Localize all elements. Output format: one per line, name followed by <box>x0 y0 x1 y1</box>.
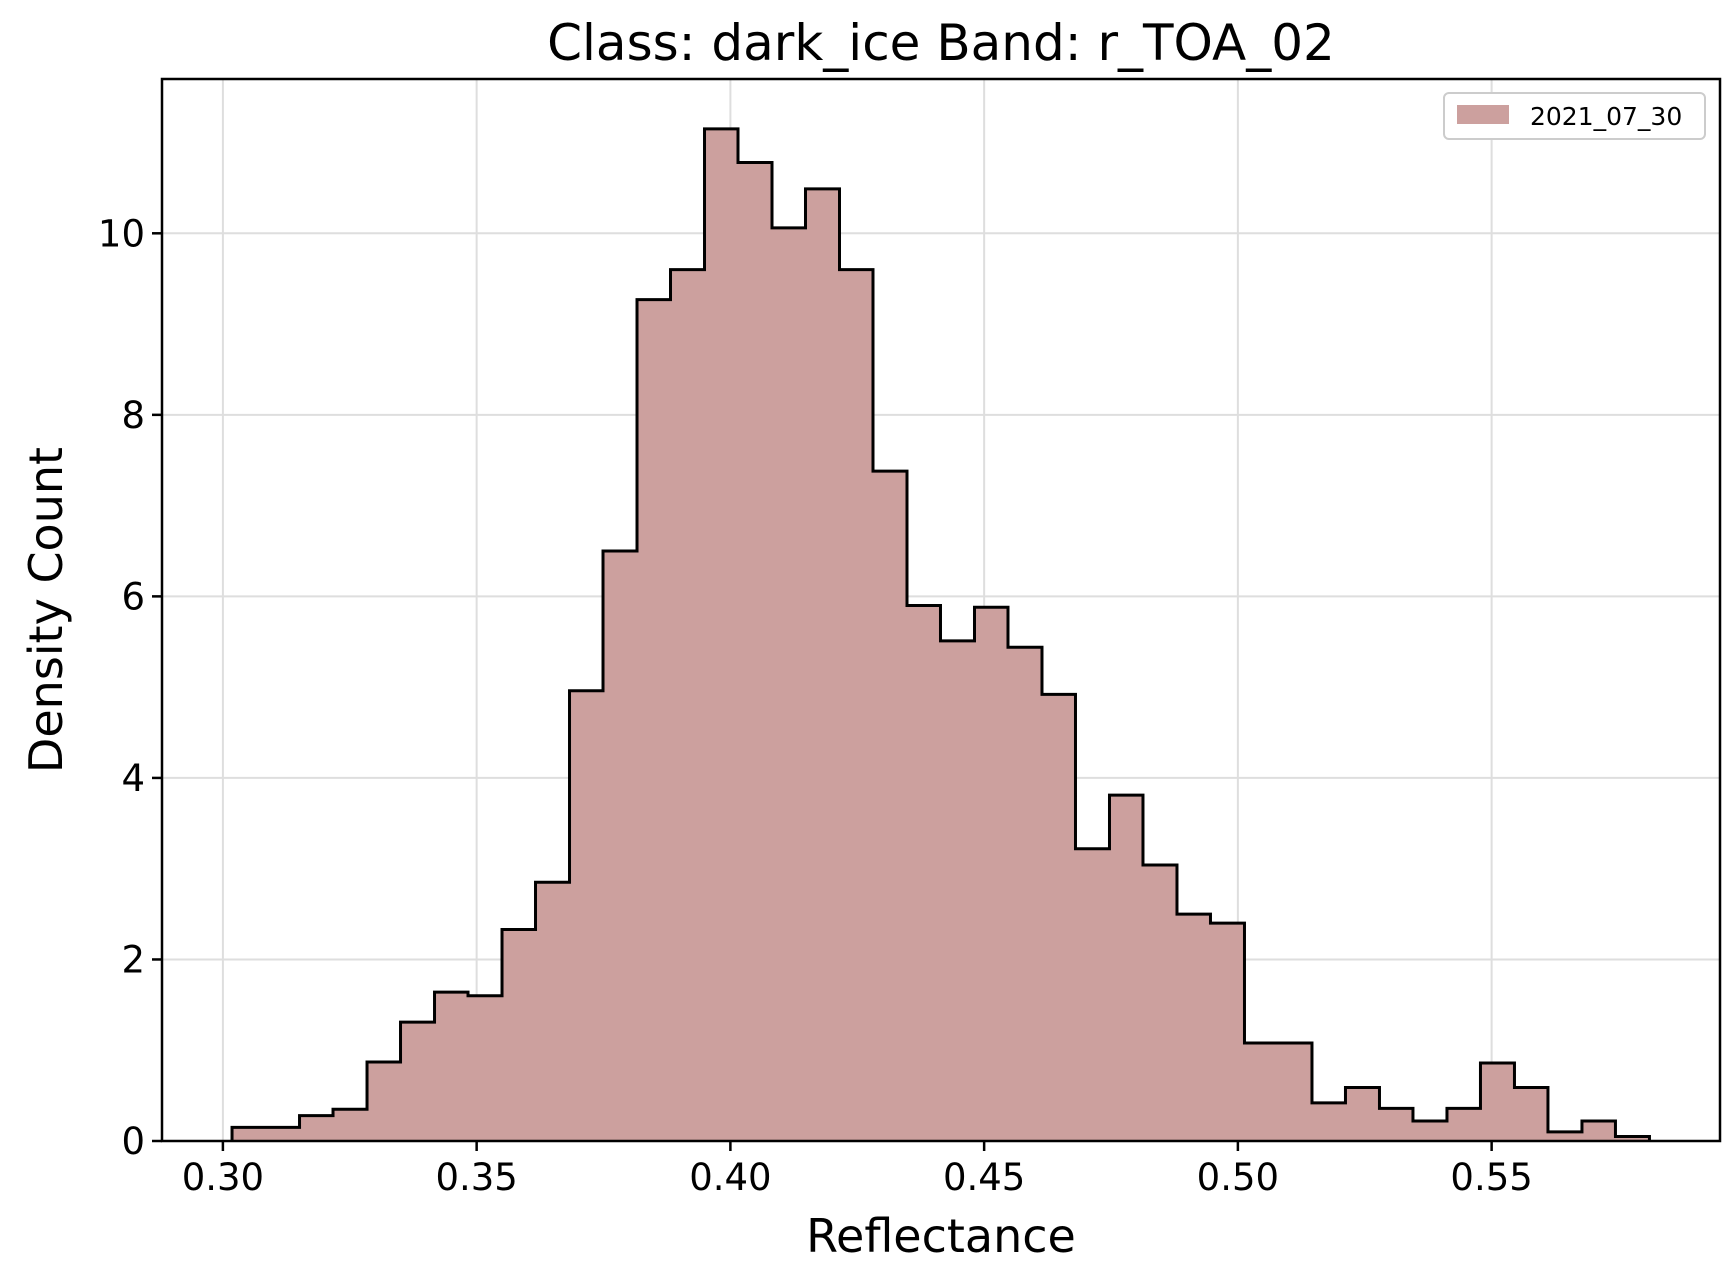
histogram-bar <box>367 1062 402 1141</box>
histogram-bar <box>1311 1102 1346 1141</box>
histogram-bar <box>434 992 469 1141</box>
x-axis-ticks: 0.30 0.35 0.40 0.45 0.50 0.55 <box>182 1141 1533 1199</box>
histogram-bar <box>1142 865 1178 1141</box>
histogram-bar <box>502 929 537 1141</box>
histogram-bar <box>1480 1062 1515 1141</box>
histogram-bar <box>704 128 739 1141</box>
histogram-bar <box>940 640 975 1141</box>
histogram-bar <box>872 471 908 1142</box>
y-tick-label: 8 <box>121 394 145 437</box>
histogram-bar <box>1412 1121 1448 1141</box>
histogram-bar <box>1075 848 1110 1141</box>
histogram-bar <box>1581 1121 1616 1141</box>
legend-frame <box>1443 92 1706 140</box>
x-tick-label: 0.50 <box>1197 1156 1279 1199</box>
histogram-bar <box>1210 923 1245 1141</box>
histogram-bar <box>1345 1087 1380 1141</box>
x-axis-label: Reflectance <box>806 1209 1076 1263</box>
histogram-bar <box>569 690 604 1141</box>
y-tick-label: 2 <box>121 938 145 981</box>
histogram-bar <box>1379 1108 1414 1141</box>
y-tick-label: 0 <box>121 1120 145 1163</box>
histogram-bars <box>232 128 1650 1142</box>
legend-label: 2021_07_30 <box>1530 102 1682 131</box>
histogram-bar <box>1007 647 1043 1141</box>
histogram-bar <box>805 188 841 1142</box>
histogram-bar <box>1615 1136 1650 1141</box>
histogram-bar <box>1244 1042 1279 1141</box>
histogram-step-outline <box>230 127 1651 1141</box>
legend-swatch <box>1457 105 1509 124</box>
histogram-bar <box>670 269 706 1142</box>
histogram-bar <box>637 299 672 1142</box>
histogram-bar <box>333 1109 368 1141</box>
histogram-bar <box>1446 1108 1481 1141</box>
y-tick-label: 4 <box>121 757 145 800</box>
chart-title: Class: dark_ice Band: r_TOA_02 <box>547 14 1335 72</box>
histogram-bar <box>738 162 773 1141</box>
x-tick-label: 0.30 <box>182 1156 264 1199</box>
y-axis-label: Density Count <box>19 447 73 773</box>
histogram-bar <box>232 1127 267 1141</box>
y-tick-label: 10 <box>98 212 145 255</box>
plot-area-frame <box>160 77 1722 1143</box>
x-tick-label: 0.40 <box>689 1156 771 1199</box>
y-axis-ticks: 0 2 4 6 8 10 <box>98 212 162 1163</box>
x-tick-label: 0.45 <box>943 1156 1025 1199</box>
histogram-bar <box>603 551 638 1141</box>
histogram-bar <box>1514 1087 1549 1141</box>
histogram-bar <box>265 1127 301 1141</box>
histogram-bar <box>1041 694 1076 1141</box>
histogram-bar <box>772 227 806 1141</box>
histogram-bar <box>400 1022 436 1141</box>
histogram-bar <box>1176 914 1211 1141</box>
histogram-bar <box>468 995 503 1141</box>
histogram-bar <box>839 269 874 1142</box>
x-tick-label: 0.35 <box>435 1156 517 1199</box>
legend: 2021_07_30 <box>1443 92 1706 140</box>
x-tick-label: 0.55 <box>1450 1156 1532 1199</box>
histogram-bar <box>1277 1042 1313 1141</box>
histogram-bar <box>1547 1131 1583 1141</box>
histogram-bar <box>1109 795 1144 1141</box>
y-tick-label: 6 <box>121 575 145 618</box>
histogram-bar <box>299 1115 334 1141</box>
histogram-bar <box>974 607 1009 1141</box>
histogram-bar <box>535 882 571 1141</box>
histogram-bar <box>906 605 941 1141</box>
